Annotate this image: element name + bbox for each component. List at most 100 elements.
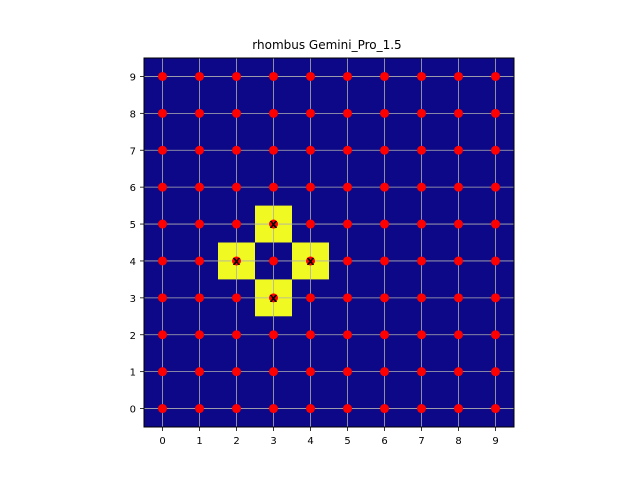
point-0-2 bbox=[158, 330, 167, 340]
point-0-6 bbox=[158, 182, 167, 192]
point-3-7 bbox=[269, 145, 278, 155]
point-7-5 bbox=[417, 219, 426, 229]
x-tick-label-9: 9 bbox=[492, 436, 498, 447]
y-tick-label-5: 5 bbox=[130, 220, 136, 231]
y-tick-label-4: 4 bbox=[130, 257, 136, 268]
point-7-0 bbox=[417, 404, 426, 414]
point-8-0 bbox=[454, 404, 463, 414]
point-5-9 bbox=[343, 71, 352, 81]
point-0-1 bbox=[158, 367, 167, 377]
point-3-1 bbox=[269, 367, 278, 377]
point-7-7 bbox=[417, 145, 426, 155]
point-6-4 bbox=[380, 256, 389, 266]
cell-label-0: X bbox=[270, 220, 278, 231]
point-8-3 bbox=[454, 293, 463, 303]
point-0-8 bbox=[158, 108, 167, 118]
point-3-2 bbox=[269, 330, 278, 340]
point-1-2 bbox=[195, 330, 204, 340]
point-3-9 bbox=[269, 71, 278, 81]
x-tick-label-3: 3 bbox=[270, 436, 276, 447]
y-tick-label-1: 1 bbox=[130, 368, 136, 379]
point-9-8 bbox=[491, 108, 500, 118]
point-0-3 bbox=[158, 293, 167, 303]
point-2-9 bbox=[232, 71, 241, 81]
x-tick-label-2: 2 bbox=[233, 436, 239, 447]
point-2-2 bbox=[232, 330, 241, 340]
point-3-0 bbox=[269, 404, 278, 414]
point-7-6 bbox=[417, 182, 426, 192]
cell-label-1: X bbox=[233, 257, 241, 268]
point-4-8 bbox=[306, 108, 315, 118]
point-2-3 bbox=[232, 293, 241, 303]
point-8-7 bbox=[454, 145, 463, 155]
y-tick-label-6: 6 bbox=[130, 183, 136, 194]
point-2-5 bbox=[232, 219, 241, 229]
point-7-2 bbox=[417, 330, 426, 340]
point-4-4 bbox=[306, 256, 315, 266]
point-2-1 bbox=[232, 367, 241, 377]
x-tick-label-5: 5 bbox=[344, 436, 350, 447]
point-0-0 bbox=[158, 404, 167, 414]
point-4-6 bbox=[306, 182, 315, 192]
point-3-6 bbox=[269, 182, 278, 192]
point-3-8 bbox=[269, 108, 278, 118]
y-tick-label-2: 2 bbox=[130, 331, 136, 342]
point-2-0 bbox=[232, 404, 241, 414]
point-1-1 bbox=[195, 367, 204, 377]
point-9-0 bbox=[491, 404, 500, 414]
point-6-0 bbox=[380, 404, 389, 414]
point-5-8 bbox=[343, 108, 352, 118]
cell-label-3: X bbox=[270, 294, 278, 305]
point-4-3 bbox=[306, 293, 315, 303]
point-4-1 bbox=[306, 367, 315, 377]
point-8-1 bbox=[454, 367, 463, 377]
cell-label-2: X bbox=[307, 257, 315, 268]
point-8-8 bbox=[454, 108, 463, 118]
point-5-5 bbox=[343, 219, 352, 229]
point-6-7 bbox=[380, 145, 389, 155]
point-0-4 bbox=[158, 256, 167, 266]
point-1-9 bbox=[195, 71, 204, 81]
point-3-5 bbox=[269, 219, 278, 229]
x-tick-label-6: 6 bbox=[381, 436, 387, 447]
point-8-5 bbox=[454, 219, 463, 229]
point-5-7 bbox=[343, 145, 352, 155]
chart-title: rhombus Gemini_Pro_1.5 bbox=[252, 38, 401, 52]
y-tick-label-3: 3 bbox=[130, 294, 136, 305]
point-1-3 bbox=[195, 293, 204, 303]
point-8-2 bbox=[454, 330, 463, 340]
point-1-5 bbox=[195, 219, 204, 229]
point-6-9 bbox=[380, 71, 389, 81]
point-4-5 bbox=[306, 219, 315, 229]
x-tick-label-8: 8 bbox=[455, 436, 461, 447]
x-tick-label-7: 7 bbox=[418, 436, 424, 447]
point-8-6 bbox=[454, 182, 463, 192]
point-0-9 bbox=[158, 71, 167, 81]
point-9-5 bbox=[491, 219, 500, 229]
point-5-3 bbox=[343, 293, 352, 303]
point-9-7 bbox=[491, 145, 500, 155]
x-tick-label-4: 4 bbox=[307, 436, 313, 447]
point-9-2 bbox=[491, 330, 500, 340]
point-1-8 bbox=[195, 108, 204, 118]
point-9-6 bbox=[491, 182, 500, 192]
point-5-6 bbox=[343, 182, 352, 192]
point-5-2 bbox=[343, 330, 352, 340]
point-9-3 bbox=[491, 293, 500, 303]
point-6-5 bbox=[380, 219, 389, 229]
point-9-9 bbox=[491, 71, 500, 81]
point-5-0 bbox=[343, 404, 352, 414]
point-9-1 bbox=[491, 367, 500, 377]
y-tick-label-9: 9 bbox=[130, 72, 136, 83]
point-6-8 bbox=[380, 108, 389, 118]
point-0-7 bbox=[158, 145, 167, 155]
point-1-0 bbox=[195, 404, 204, 414]
point-1-7 bbox=[195, 145, 204, 155]
plot-frame bbox=[143, 57, 515, 428]
point-6-1 bbox=[380, 367, 389, 377]
point-3-3 bbox=[269, 293, 278, 303]
point-6-2 bbox=[380, 330, 389, 340]
y-tick-label-0: 0 bbox=[130, 405, 136, 416]
point-5-4 bbox=[343, 256, 352, 266]
